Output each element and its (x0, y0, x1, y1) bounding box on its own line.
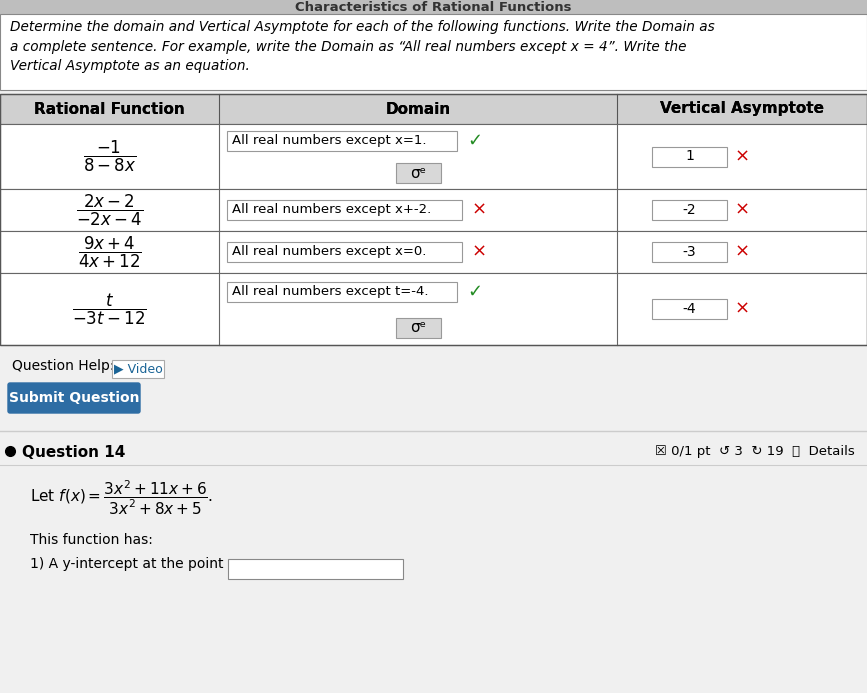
FancyBboxPatch shape (8, 383, 140, 413)
Bar (395, 317, 440, 337)
Bar (112, 360, 164, 378)
Text: ×: × (472, 201, 487, 219)
Text: All real numbers except x+-2.: All real numbers except x+-2. (232, 204, 431, 216)
Bar (0, 189, 867, 231)
Bar (0, 124, 867, 189)
Text: $\dfrac{t}{-3t-12}$: $\dfrac{t}{-3t-12}$ (72, 291, 147, 326)
Text: σᵉ: σᵉ (410, 320, 426, 335)
Text: Let $f(x) = \dfrac{3x^2+11x+6}{3x^2+8x+5}$.: Let $f(x) = \dfrac{3x^2+11x+6}{3x^2+8x+5… (30, 479, 213, 517)
Text: Vertical Asymptote: Vertical Asymptote (660, 101, 824, 116)
Text: All real numbers except x=0.: All real numbers except x=0. (232, 245, 427, 258)
Bar (227, 282, 457, 301)
Text: Submit Question: Submit Question (9, 391, 140, 405)
Text: Characteristics of Rational Functions: Characteristics of Rational Functions (296, 1, 571, 14)
Text: ▶ Video: ▶ Video (114, 362, 163, 376)
Bar (0, 14, 867, 90)
Text: Question 14: Question 14 (22, 445, 126, 460)
Bar (652, 200, 727, 220)
Bar (0, 0, 867, 14)
Text: σᵉ: σᵉ (410, 166, 426, 181)
Text: 1) A y-intercept at the point: 1) A y-intercept at the point (30, 557, 224, 571)
Text: Rational Function: Rational Function (34, 101, 185, 116)
Text: Question Help:: Question Help: (12, 359, 114, 373)
Text: $\dfrac{-1}{8-8x}$: $\dfrac{-1}{8-8x}$ (82, 139, 136, 174)
Bar (0, 94, 867, 345)
Text: ×: × (735, 300, 750, 318)
Text: $\dfrac{2x-2}{-2x-4}$: $\dfrac{2x-2}{-2x-4}$ (75, 193, 143, 227)
Text: ×: × (735, 148, 750, 166)
Bar (652, 299, 727, 319)
Bar (227, 242, 462, 262)
Text: ×: × (735, 201, 750, 219)
Text: All real numbers except t=-4.: All real numbers except t=-4. (232, 286, 428, 298)
Text: ☒ 0/1 pt  ↺ 3  ↻ 19  ⓘ  Details: ☒ 0/1 pt ↺ 3 ↻ 19 ⓘ Details (655, 445, 855, 458)
Text: This function has:: This function has: (30, 533, 153, 547)
Bar (652, 242, 727, 262)
Text: $\dfrac{9x+4}{4x+12}$: $\dfrac{9x+4}{4x+12}$ (77, 234, 141, 270)
Bar (395, 164, 440, 184)
Text: Rational Function: Rational Function (34, 101, 185, 116)
Text: ✓: ✓ (467, 132, 482, 150)
Bar (227, 200, 462, 220)
Bar (228, 559, 403, 579)
Bar (0, 273, 867, 345)
Text: Domain: Domain (385, 101, 451, 116)
Text: ×: × (472, 243, 487, 261)
Text: -4: -4 (682, 302, 696, 316)
Text: All real numbers except x=1.: All real numbers except x=1. (232, 134, 427, 148)
Text: -2: -2 (682, 203, 696, 217)
Text: ✓: ✓ (467, 283, 482, 301)
Bar (0, 94, 867, 124)
Text: ×: × (735, 243, 750, 261)
Text: -3: -3 (682, 245, 696, 259)
Text: Domain: Domain (385, 101, 451, 116)
Text: 1: 1 (685, 150, 694, 164)
Text: Vertical Asymptote: Vertical Asymptote (660, 101, 824, 116)
Text: Determine the domain and Vertical Asymptote for each of the following functions.: Determine the domain and Vertical Asympt… (10, 20, 714, 73)
Bar (652, 146, 727, 166)
Bar (227, 131, 457, 151)
Bar (0, 231, 867, 273)
